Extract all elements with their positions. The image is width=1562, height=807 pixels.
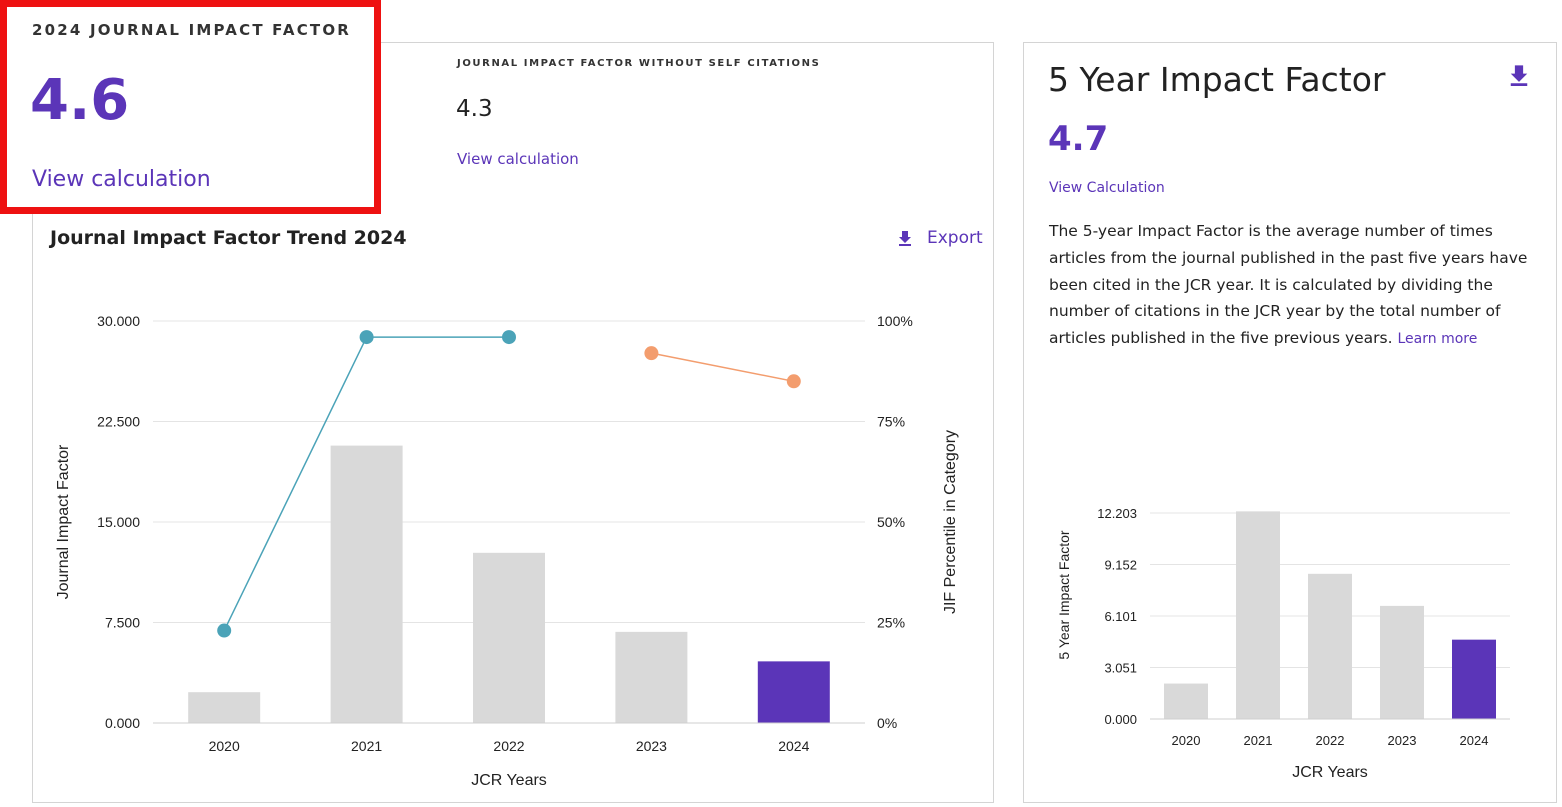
trend-chart-title: Journal Impact Factor Trend 2024 xyxy=(50,227,407,249)
y-tick-label: 9.152 xyxy=(1104,558,1137,573)
x-tick-label: 2024 xyxy=(778,738,809,754)
five-year-value: 4.7 xyxy=(1048,119,1109,159)
x-axis-title: JCR Years xyxy=(1292,764,1368,781)
y-tick-label: 15.000 xyxy=(97,514,140,530)
jif-label: 2024 JOURNAL IMPACT FACTOR xyxy=(32,21,352,39)
bar xyxy=(330,445,403,723)
jif-value: 4.6 xyxy=(30,68,130,133)
y-right-axis-title: JIF Percentile in Category xyxy=(942,430,959,614)
y-right-tick-label: 25% xyxy=(877,615,905,631)
download-icon xyxy=(899,231,911,246)
x-tick-label: 2021 xyxy=(1244,733,1273,748)
bar xyxy=(473,552,545,723)
jif-no-self-view-calculation-link[interactable]: View calculation xyxy=(457,150,579,168)
x-tick-label: 2023 xyxy=(1388,733,1417,748)
jif-no-self-citations-value: 4.3 xyxy=(456,96,493,122)
percentile-line xyxy=(651,352,794,383)
jif-highlight-box: 2024 JOURNAL IMPACT FACTOR 4.6 View calc… xyxy=(0,0,381,214)
percentile-point xyxy=(359,330,374,345)
y-tick-label: 12.203 xyxy=(1097,506,1137,521)
five-year-download-button[interactable] xyxy=(1508,64,1530,90)
x-tick-label: 2021 xyxy=(351,738,382,754)
export-button[interactable]: Export xyxy=(897,228,983,248)
y-tick-label: 0.000 xyxy=(105,715,140,731)
five-year-description-text: The 5-year Impact Factor is the average … xyxy=(1049,222,1528,348)
bar xyxy=(757,661,830,723)
learn-more-link[interactable]: Learn more xyxy=(1397,331,1478,348)
y-tick-label: 22.500 xyxy=(97,414,140,430)
bar xyxy=(1452,639,1496,719)
bar xyxy=(1164,683,1208,719)
percentile-point xyxy=(502,330,516,345)
y-axis-title: Journal Impact Factor xyxy=(55,444,72,599)
percentile-point xyxy=(644,346,659,361)
five-year-description: The 5-year Impact Factor is the average … xyxy=(1049,218,1537,353)
export-label: Export xyxy=(927,228,983,248)
y-tick-label: 30.000 xyxy=(97,313,140,329)
bar xyxy=(188,692,261,723)
jif-view-calculation-link[interactable]: View calculation xyxy=(32,167,211,192)
y-right-tick-label: 0% xyxy=(877,715,897,731)
x-axis-title: JCR Years xyxy=(471,772,547,789)
x-tick-label: 2022 xyxy=(1316,733,1345,748)
bar xyxy=(1308,573,1352,719)
y-tick-label: 0.000 xyxy=(1104,712,1137,727)
y-tick-label: 3.051 xyxy=(1104,661,1137,676)
y-tick-label: 6.101 xyxy=(1104,609,1137,624)
y-tick-label: 7.500 xyxy=(105,615,140,631)
y-right-tick-label: 50% xyxy=(877,514,905,530)
x-tick-label: 2023 xyxy=(636,738,667,754)
bar xyxy=(1236,511,1280,719)
download-icon xyxy=(1510,65,1528,86)
y-right-tick-label: 75% xyxy=(877,414,905,430)
five-year-title: 5 Year Impact Factor xyxy=(1048,60,1386,99)
y-axis-title: 5 Year Impact Factor xyxy=(1056,530,1072,660)
bar xyxy=(1380,605,1424,719)
x-tick-label: 2020 xyxy=(209,738,240,754)
x-tick-label: 2024 xyxy=(1460,733,1489,748)
bar xyxy=(615,631,688,723)
jif-no-self-citations-label: JOURNAL IMPACT FACTOR WITHOUT SELF CITAT… xyxy=(457,58,821,69)
x-tick-label: 2022 xyxy=(493,738,524,754)
y-right-tick-label: 100% xyxy=(877,313,913,329)
percentile-point xyxy=(217,623,232,638)
five-year-view-calculation-link[interactable]: View Calculation xyxy=(1049,180,1165,196)
x-tick-label: 2020 xyxy=(1172,733,1201,748)
percentile-point xyxy=(786,374,801,389)
